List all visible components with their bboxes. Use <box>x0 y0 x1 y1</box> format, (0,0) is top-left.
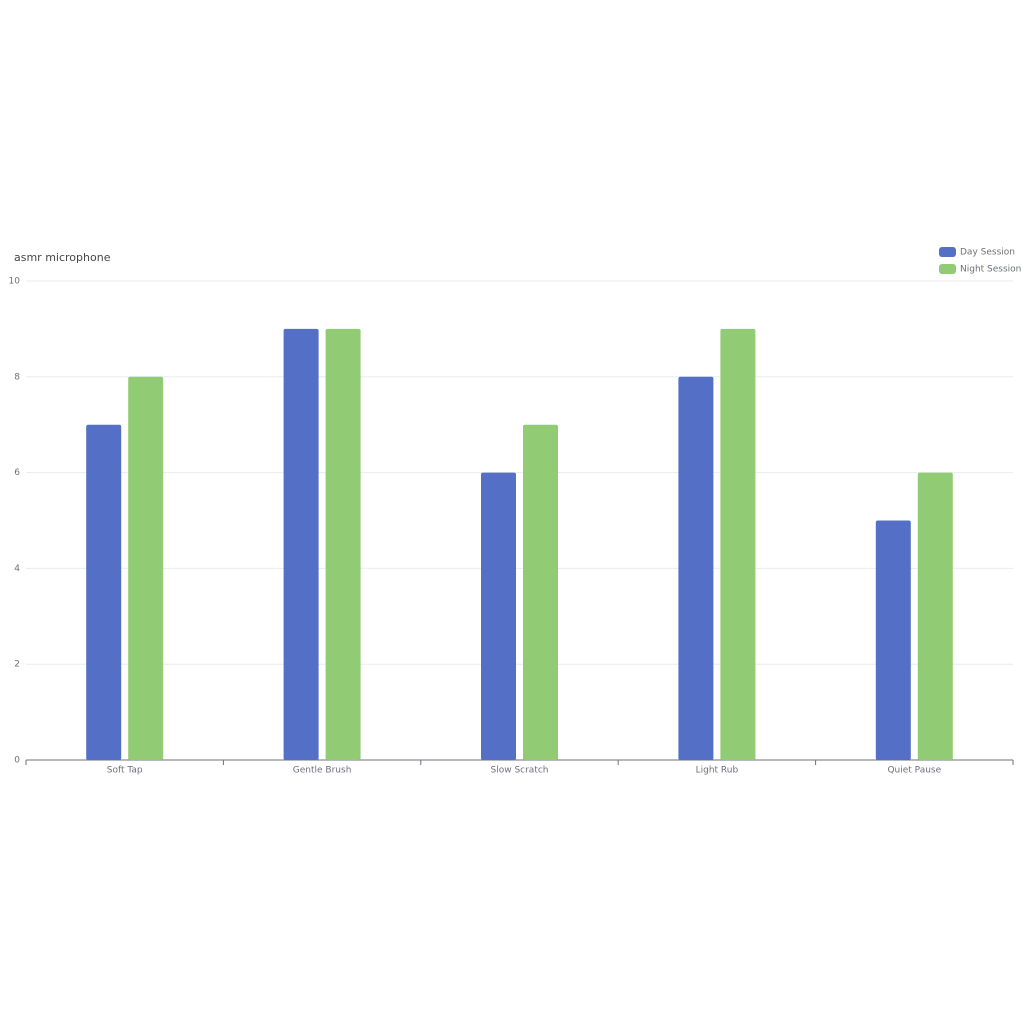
y-tick-label: 4 <box>14 564 20 574</box>
y-tick-label: 0 <box>14 756 20 766</box>
bar <box>86 424 122 760</box>
legend-swatch <box>939 247 956 257</box>
x-tick-label: Soft Tap <box>107 766 143 776</box>
x-tick-label: Slow Scratch <box>491 766 549 776</box>
legend-label: Day Session <box>960 248 1015 258</box>
x-tick-label: Gentle Brush <box>293 766 352 776</box>
y-tick-label: 10 <box>9 277 21 287</box>
bar <box>678 376 714 760</box>
legend-swatch <box>939 264 956 274</box>
bar <box>283 328 319 760</box>
y-tick-label: 6 <box>14 468 20 478</box>
y-tick-label: 2 <box>14 660 20 670</box>
bar <box>128 376 164 760</box>
bar <box>720 328 756 760</box>
legend-label: Night Session <box>960 265 1021 275</box>
chart-title: asmr microphone <box>14 251 111 264</box>
y-tick-label: 8 <box>14 372 20 382</box>
x-tick-label: Light Rub <box>696 766 739 776</box>
bar <box>523 424 558 760</box>
bar <box>917 472 953 760</box>
bar <box>325 328 361 760</box>
bar <box>481 472 516 760</box>
bar <box>875 520 911 760</box>
x-tick-label: Quiet Pause <box>887 766 941 776</box>
